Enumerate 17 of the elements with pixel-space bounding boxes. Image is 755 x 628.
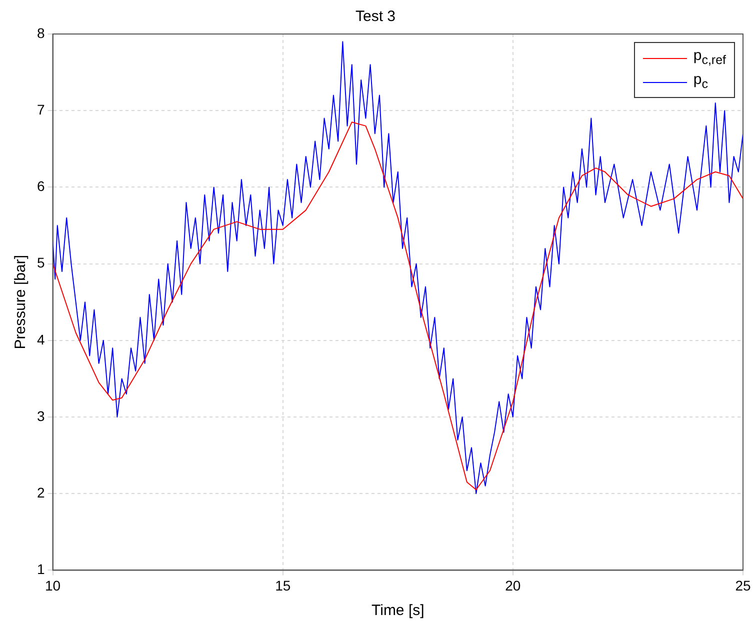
y-tick-label: 4 xyxy=(36,331,45,348)
y-tick-label: 6 xyxy=(36,178,45,194)
x-tick-label: 15 xyxy=(275,577,291,594)
y-tick-label: 1 xyxy=(36,561,45,578)
y-tick-label: 2 xyxy=(36,484,45,500)
y-axis-title: Pressure [bar] xyxy=(12,254,30,350)
y-tick-label: 3 xyxy=(36,408,45,424)
legend-label: p$_{c,ref}$ xyxy=(693,46,726,69)
y-tick-label: 5 xyxy=(36,254,45,271)
x-tick-label: 25 xyxy=(735,577,751,594)
y-tick-label: 7 xyxy=(36,101,45,118)
y-tick-label: 8 xyxy=(36,24,45,41)
legend-label: p$_{c}$ xyxy=(693,70,708,93)
x-tick-label: 20 xyxy=(505,577,521,594)
chart-title: Test 3 xyxy=(355,8,396,26)
x-tick-label: 10 xyxy=(44,577,61,594)
x-axis-title: Time [s] xyxy=(372,602,424,620)
